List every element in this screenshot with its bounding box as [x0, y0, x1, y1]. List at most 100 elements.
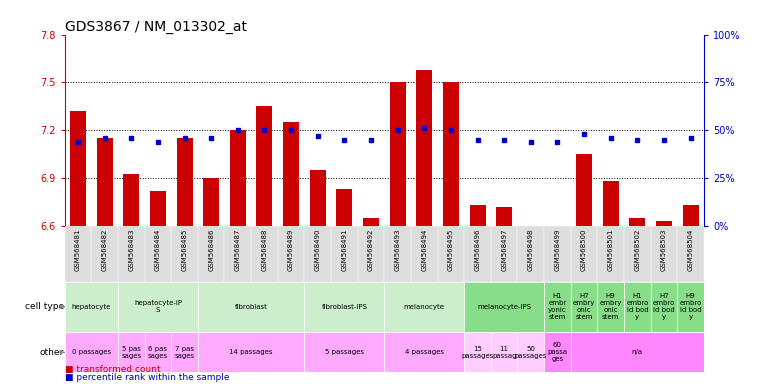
Text: H9
embry
onic
stem: H9 embry onic stem — [600, 293, 622, 320]
Bar — [256, 106, 272, 226]
Bar — [384, 282, 464, 332]
Text: n/a: n/a — [632, 349, 643, 355]
Bar — [171, 332, 198, 372]
Bar — [224, 226, 251, 282]
Bar — [677, 282, 704, 332]
Bar — [118, 226, 145, 282]
Bar — [363, 218, 379, 226]
Text: hepatocyte-iP
S: hepatocyte-iP S — [134, 300, 182, 313]
Text: GSM568502: GSM568502 — [635, 229, 640, 271]
Text: GSM568488: GSM568488 — [262, 229, 267, 271]
Text: other: other — [40, 348, 64, 357]
Bar — [150, 191, 166, 226]
Bar — [336, 189, 352, 226]
Bar — [651, 226, 677, 282]
Text: 11
passag: 11 passag — [492, 346, 517, 359]
Text: 7 pas
sages: 7 pas sages — [174, 346, 195, 359]
Bar — [549, 226, 565, 314]
Text: 4 passages: 4 passages — [405, 349, 444, 355]
Text: GSM568492: GSM568492 — [368, 229, 374, 271]
Bar — [571, 282, 597, 332]
Text: GSM568503: GSM568503 — [661, 229, 667, 271]
Bar — [571, 332, 704, 372]
Text: 5 passages: 5 passages — [325, 349, 364, 355]
Text: 5 pas
sages: 5 pas sages — [121, 346, 142, 359]
Bar — [496, 207, 512, 226]
Text: H9
embro
id bod
y: H9 embro id bod y — [680, 293, 702, 320]
Bar — [651, 282, 677, 332]
Bar — [384, 226, 411, 282]
Bar — [118, 282, 198, 332]
Bar — [118, 332, 145, 372]
Bar — [470, 205, 486, 226]
Text: H7
embro
id bod
y: H7 embro id bod y — [653, 293, 675, 320]
Text: GSM568489: GSM568489 — [288, 229, 294, 271]
Bar — [544, 282, 571, 332]
Bar — [464, 332, 491, 372]
Text: GSM568486: GSM568486 — [209, 229, 214, 271]
Text: H7
embry
onic
stem: H7 embry onic stem — [573, 293, 595, 320]
Bar — [517, 332, 544, 372]
Text: GSM568496: GSM568496 — [475, 229, 480, 271]
Bar — [198, 226, 224, 282]
Text: GSM568490: GSM568490 — [315, 229, 320, 271]
Bar — [517, 226, 544, 282]
Text: GSM568501: GSM568501 — [608, 229, 613, 271]
Bar — [203, 178, 219, 226]
Text: fibroblast: fibroblast — [234, 304, 268, 310]
Bar — [171, 226, 198, 282]
Text: GSM568493: GSM568493 — [395, 229, 400, 271]
Bar — [123, 174, 139, 226]
Bar — [597, 282, 624, 332]
Bar — [65, 332, 118, 372]
Text: 0 passages: 0 passages — [72, 349, 111, 355]
Bar — [491, 226, 517, 282]
Bar — [629, 218, 645, 226]
Text: melanocyte: melanocyte — [404, 304, 444, 310]
Bar — [464, 282, 544, 332]
Bar — [571, 226, 597, 282]
Bar — [304, 226, 331, 282]
Text: GSM568498: GSM568498 — [528, 229, 533, 271]
Text: melanocyte-IPS: melanocyte-IPS — [477, 304, 531, 310]
Bar — [624, 226, 651, 282]
Bar — [304, 282, 384, 332]
Text: H1
embr
yonic
stem: H1 embr yonic stem — [548, 293, 567, 320]
Bar — [416, 70, 432, 226]
Text: GSM568482: GSM568482 — [102, 229, 107, 271]
Bar — [310, 170, 326, 226]
Bar — [358, 226, 384, 282]
Bar — [683, 205, 699, 226]
Text: GSM568497: GSM568497 — [501, 229, 507, 271]
Bar — [390, 83, 406, 226]
Bar — [65, 226, 91, 282]
Bar — [411, 226, 438, 282]
Text: ■ percentile rank within the sample: ■ percentile rank within the sample — [65, 373, 229, 382]
Text: GSM568494: GSM568494 — [422, 229, 427, 271]
Text: ■ transformed count: ■ transformed count — [65, 366, 161, 374]
Bar — [145, 332, 171, 372]
Bar — [177, 138, 193, 226]
Bar — [97, 138, 113, 226]
Text: 50
passages: 50 passages — [514, 346, 547, 359]
Bar — [384, 332, 464, 372]
Text: hepatocyte: hepatocyte — [72, 304, 111, 310]
Text: 6 pas
sages: 6 pas sages — [148, 346, 168, 359]
Bar — [438, 226, 464, 282]
Bar — [597, 226, 624, 282]
Bar — [230, 131, 246, 226]
Text: GDS3867 / NM_013302_at: GDS3867 / NM_013302_at — [65, 20, 247, 33]
Bar — [304, 332, 384, 372]
Bar — [576, 154, 592, 226]
Bar — [624, 282, 651, 332]
Text: GSM568491: GSM568491 — [342, 229, 347, 271]
Bar — [278, 226, 304, 282]
Bar — [65, 282, 118, 332]
Text: H1
embro
id bod
y: H1 embro id bod y — [626, 293, 648, 320]
Text: GSM568487: GSM568487 — [235, 229, 240, 271]
Bar — [677, 226, 704, 282]
Bar — [656, 222, 672, 226]
Text: cell type: cell type — [25, 303, 64, 311]
Text: 15
passages: 15 passages — [461, 346, 494, 359]
Bar — [443, 83, 459, 226]
